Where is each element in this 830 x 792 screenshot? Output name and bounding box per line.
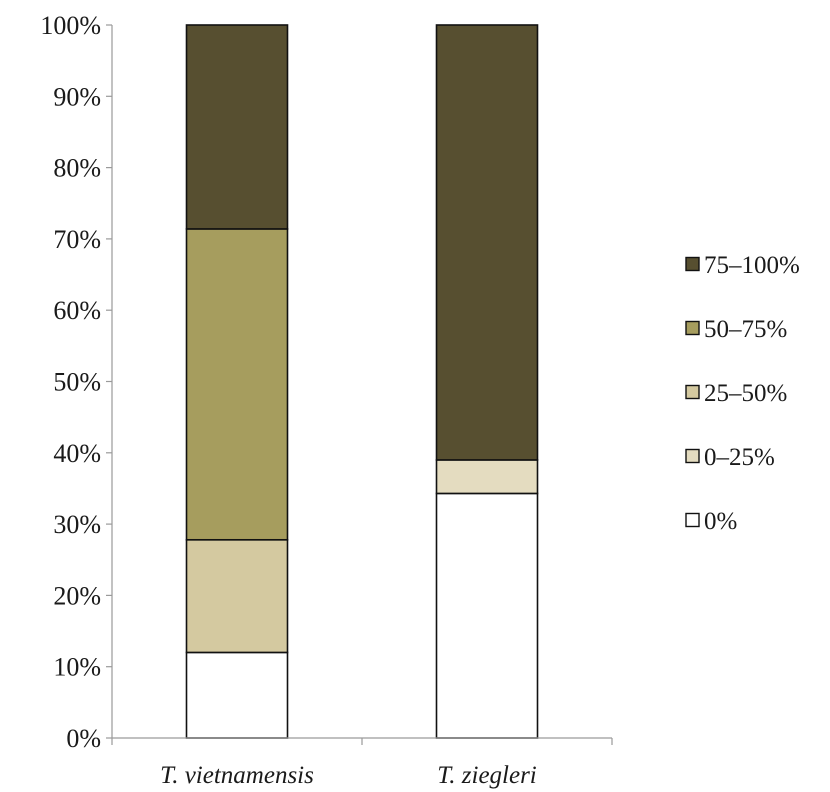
legend-label: 25–50%	[704, 380, 787, 407]
legend-label: 0%	[704, 508, 737, 535]
bar-segment-t-ziegleri-0	[435, 492, 539, 739]
legend-swatch-75-100	[685, 256, 700, 272]
legend-swatch-0	[685, 512, 700, 528]
plot-area	[185, 24, 539, 739]
y-tick-label: 30%	[53, 510, 101, 539]
y-tick-label: 10%	[53, 653, 101, 682]
bar-segment-t-vietnamensis-50-75	[185, 228, 289, 541]
y-tick-label: 20%	[53, 581, 101, 610]
bar-segment-t-vietnamensis-25-50	[185, 538, 289, 654]
y-tick-label: 40%	[53, 439, 101, 468]
y-tick-label: 80%	[53, 154, 101, 183]
legend-label: 75–100%	[704, 252, 800, 279]
y-axis: 0% 10% 20% 30% 40% 50% 60% 70% 80% 90% 100%	[40, 11, 113, 753]
bar-segment-t-vietnamensis-75-100	[185, 24, 289, 230]
legend-swatch-0-25	[685, 448, 700, 464]
y-tick-label: 0%	[66, 724, 101, 753]
y-tick-label: 60%	[53, 296, 101, 325]
bar-segment-t-ziegleri-75-100	[435, 24, 539, 461]
bar-segment-t-vietnamensis-0	[185, 651, 289, 739]
x-axis: T. vietnamensis T. ziegleri	[111, 737, 613, 789]
x-category-label: T. ziegleri	[437, 762, 537, 789]
legend-label: 50–75%	[704, 316, 787, 343]
bar-segment-t-ziegleri-0-25	[435, 459, 539, 495]
legend-swatch-25-50	[685, 384, 700, 400]
legend: 75–100% 50–75% 25–50% 0–25% 0%	[685, 252, 800, 535]
y-tick-label: 90%	[53, 82, 101, 111]
y-tick-label: 50%	[53, 368, 101, 397]
legend-label: 0–25%	[704, 444, 775, 471]
y-tick-label: 70%	[53, 225, 101, 254]
y-tick-label: 100%	[40, 11, 101, 40]
legend-swatch-50-75	[685, 320, 700, 336]
x-category-label: T. vietnamensis	[160, 762, 314, 789]
